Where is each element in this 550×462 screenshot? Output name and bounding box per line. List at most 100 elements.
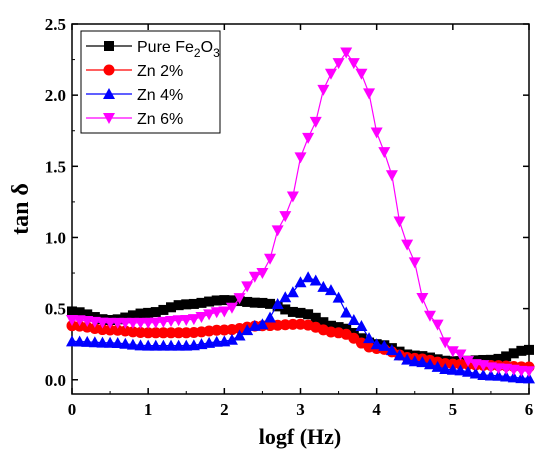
data-point [211,295,222,306]
data-point [111,317,124,329]
data-point [188,298,199,309]
data-point [501,351,512,362]
data-point [508,348,519,359]
data-point [143,307,154,318]
data-point [111,337,124,349]
data-point [173,327,185,339]
data-point [210,307,223,319]
data-point [408,355,421,367]
data-point [134,339,147,351]
data-point [233,329,246,341]
data-point [286,191,299,203]
data-point [393,349,406,361]
data-point [165,339,178,351]
x-tick-label: 1 [144,400,153,419]
y-tick-label: 2.5 [45,15,66,34]
series-layer [66,47,535,384]
data-point [264,311,277,323]
legend-label-part: Pure Fe [137,39,194,56]
data-point [347,314,360,325]
legend-label-part: 3 [213,46,220,60]
data-point [119,337,132,349]
data-point [363,332,376,344]
data-point [180,315,193,326]
data-point [66,335,78,347]
data-point [318,317,329,328]
data-point [294,152,307,164]
data-point [431,319,444,331]
data-point [423,358,436,370]
data-point [446,346,459,358]
data-point [295,307,306,318]
data-point [104,336,117,348]
legend-label: Zn 2% [137,63,183,80]
data-point [325,320,336,331]
data-point [385,170,398,182]
x-tick-label: 2 [220,400,229,419]
y-tick-label: 0.5 [45,300,66,319]
data-point [241,324,254,336]
data-point [294,276,307,288]
data-point [126,317,139,329]
data-point [142,339,155,351]
legend-label-part: 2 [194,46,201,60]
data-point [355,320,368,332]
data-point [492,369,505,381]
data-point [401,353,414,365]
data-point [286,286,299,298]
y-axis-title: tan δ [8,183,34,235]
data-point [287,306,298,317]
legend-label-part: O [201,39,213,56]
data-point [233,293,246,305]
data-point [173,300,184,311]
data-point [416,292,429,304]
data-point [166,302,177,313]
data-point [385,344,398,356]
data-point [150,307,161,318]
data-point [82,309,93,320]
data-point [149,339,162,351]
data-point [74,307,85,318]
data-point [88,336,101,348]
data-point [500,370,513,382]
data-point [287,318,299,330]
data-point [317,280,330,292]
data-point [523,372,535,384]
data-point [264,253,277,265]
data-point [423,310,436,322]
data-point [165,315,178,327]
data-point [119,317,132,329]
y-tick-label: 1.0 [45,228,66,247]
data-point [485,354,496,365]
data-point [67,306,77,317]
data-point [393,216,406,228]
x-tick-label: 5 [449,400,458,419]
data-point [248,271,261,283]
data-point [181,299,192,310]
data-point [439,362,452,374]
legend-marker [103,88,115,99]
x-tick-label: 4 [372,400,381,419]
data-point [241,281,254,293]
data-point [249,297,260,308]
data-point [324,68,337,80]
data-point [378,339,391,351]
data-point [157,339,170,351]
data-point [126,338,139,350]
data-point [225,302,238,314]
data-point [203,309,216,321]
data-point [493,353,504,364]
data-point [256,318,269,330]
data-point [127,310,138,321]
data-point [416,356,429,368]
data-point [135,308,146,319]
data-point [149,317,162,329]
data-point [142,317,155,329]
data-point [104,317,117,329]
data-point [142,327,154,339]
data-point [332,58,345,70]
data-point [271,225,284,237]
data-point [157,327,169,339]
data-point [439,337,452,349]
